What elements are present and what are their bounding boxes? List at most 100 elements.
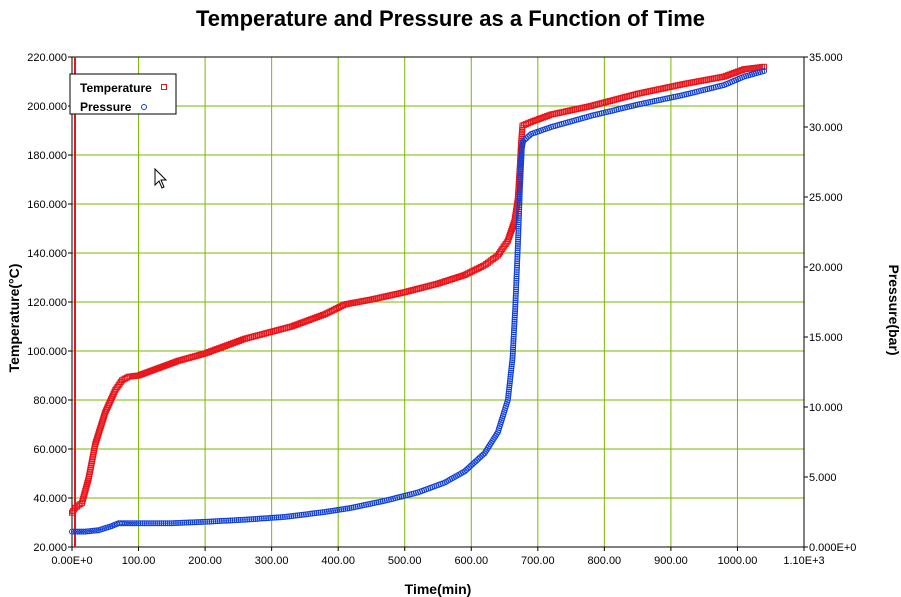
pressure-point xyxy=(273,514,280,521)
pressure-point xyxy=(515,232,522,239)
pressure-point xyxy=(166,520,173,527)
temperature-point xyxy=(92,439,99,446)
temperature-point xyxy=(528,118,535,125)
axis-ticks: 0.00E+0 100.00 200.00 300.00 400.00 500.00 600… xyxy=(27,52,856,567)
pressure-point xyxy=(267,514,274,521)
temperature-point xyxy=(95,431,102,438)
temperature-point xyxy=(94,433,101,440)
pressure-point xyxy=(204,518,211,525)
pressure-point xyxy=(515,236,522,243)
pressure-point xyxy=(517,166,524,172)
temperature-point xyxy=(532,117,539,124)
y-right-tick-label: 10.000 xyxy=(809,402,843,414)
pressure-point xyxy=(507,371,514,378)
y-left-tick-label: 140.000 xyxy=(27,248,67,260)
temperature-point xyxy=(157,364,164,371)
temperature-point xyxy=(238,337,245,344)
pressure-point xyxy=(164,520,171,527)
temperature-point xyxy=(340,302,347,309)
pressure-point xyxy=(122,520,129,527)
y-left-tick-label: 40.000 xyxy=(33,493,67,505)
x-tick-label: 500.00 xyxy=(388,555,422,567)
legend-marker-temperature xyxy=(161,84,167,90)
pressure-point xyxy=(265,515,272,522)
pressure-point xyxy=(761,68,768,74)
pressure-point xyxy=(516,191,523,198)
temperature-point xyxy=(165,361,172,368)
y-left-tick-label: 20.000 xyxy=(33,542,67,554)
pressure-point xyxy=(139,520,146,527)
temperature-point xyxy=(100,415,107,422)
temperature-point xyxy=(204,349,211,356)
pressure-point xyxy=(250,516,257,523)
temperature-point xyxy=(151,366,158,373)
pressure-point xyxy=(298,511,305,518)
pressure-point xyxy=(210,518,217,525)
pressure-point xyxy=(511,314,518,321)
pressure-point xyxy=(511,327,518,334)
temperature-point xyxy=(111,389,118,396)
pressure-point xyxy=(191,519,198,526)
temperature-point xyxy=(224,342,231,349)
pressure-point xyxy=(254,515,261,522)
pressure-point xyxy=(216,518,223,525)
pressure-point xyxy=(237,516,244,523)
pressure-point xyxy=(242,516,249,523)
pressure-point xyxy=(208,518,215,525)
y-left-tick-label: 80.000 xyxy=(33,395,67,407)
temperature-point xyxy=(105,401,112,408)
pressure-point xyxy=(512,288,519,295)
pressure-point xyxy=(256,515,263,522)
pressure-point xyxy=(513,286,520,293)
legend-label-pressure: Pressure xyxy=(80,100,132,114)
x-tick-label: 900.00 xyxy=(654,555,688,567)
y-right-tick-label: 20.000 xyxy=(809,262,843,274)
pressure-point xyxy=(181,519,188,526)
pressure-point xyxy=(513,284,520,291)
pressure-point xyxy=(200,518,207,525)
pressure-point xyxy=(510,340,517,347)
temperature-point xyxy=(508,225,515,232)
pressure-point xyxy=(516,184,523,191)
temperature-point xyxy=(240,336,247,343)
pressure-point xyxy=(508,367,515,374)
pressure-point xyxy=(513,279,520,286)
pressure-point xyxy=(512,297,519,304)
temperature-point xyxy=(109,392,116,399)
pressure-point xyxy=(513,277,520,284)
temperature-point xyxy=(169,360,176,367)
pressure-point xyxy=(162,520,169,527)
pressure-point xyxy=(80,528,87,535)
y-left-tick-label: 120.000 xyxy=(27,297,67,309)
temperature-point xyxy=(167,360,174,367)
pressure-point xyxy=(514,249,521,256)
legend-box xyxy=(69,73,177,115)
pressure-point xyxy=(510,335,517,342)
temperature-point xyxy=(737,67,744,74)
y-right-tick-label: 25.000 xyxy=(809,192,843,204)
pressure-point xyxy=(506,384,513,391)
pressure-point xyxy=(511,310,518,317)
temperature-point xyxy=(159,363,166,370)
pressure-point xyxy=(277,514,284,521)
temperature-point xyxy=(135,372,142,379)
pressure-point xyxy=(517,180,524,187)
temperature-point xyxy=(208,348,215,355)
pressure-point xyxy=(514,262,521,269)
temperature-point xyxy=(338,303,345,310)
pressure-point xyxy=(510,344,517,351)
pressure-point xyxy=(514,256,521,263)
pressure-point xyxy=(135,520,142,527)
pressure-point xyxy=(518,157,525,164)
pressure-point xyxy=(509,357,516,364)
pressure-point xyxy=(72,528,79,535)
x-tick-label: 700.00 xyxy=(521,555,555,567)
temperature-point xyxy=(727,71,734,78)
temperature-point xyxy=(546,112,553,119)
temperature-point xyxy=(505,235,512,242)
pressure-point xyxy=(152,520,159,527)
pressure-point xyxy=(518,161,525,168)
temperature-point xyxy=(725,72,732,79)
temperature-point xyxy=(292,322,299,329)
x-tick-label: 0.00E+0 xyxy=(51,555,92,567)
